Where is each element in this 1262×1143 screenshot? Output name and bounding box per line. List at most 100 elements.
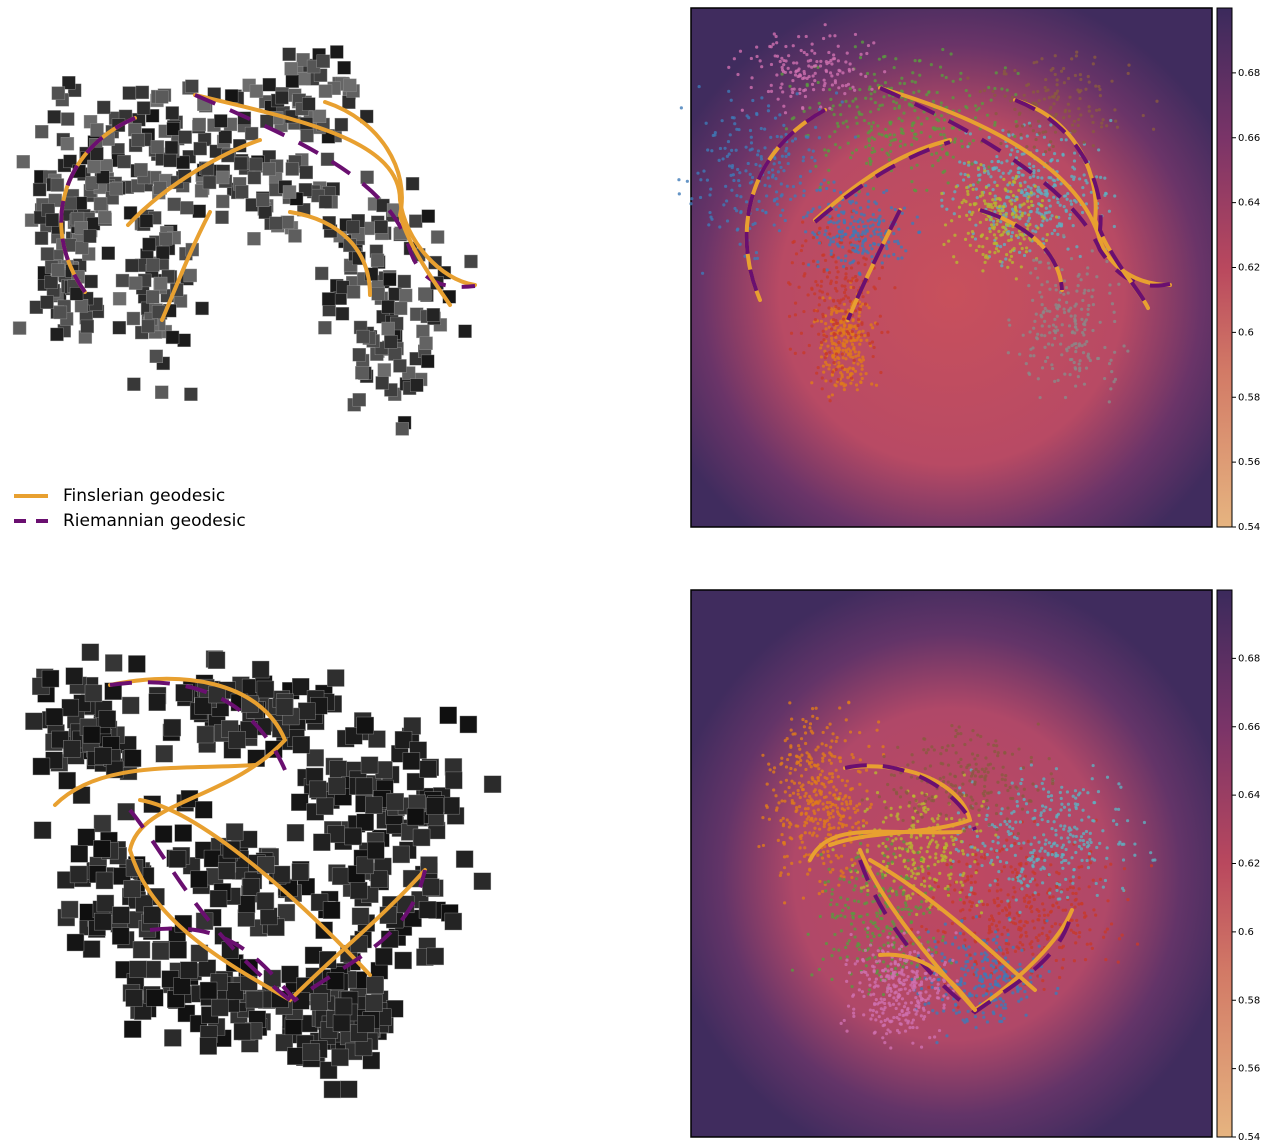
point: [973, 116, 978, 120]
point: [848, 299, 852, 303]
point: [1040, 176, 1044, 180]
point: [821, 88, 826, 92]
point: [748, 172, 752, 176]
point: [834, 384, 838, 388]
point: [786, 66, 790, 70]
point: [1034, 266, 1038, 271]
point: [863, 183, 868, 188]
point: [847, 352, 851, 356]
point: [1077, 865, 1081, 869]
point: [1060, 353, 1064, 357]
point: [864, 96, 868, 100]
point: [1028, 222, 1032, 227]
point: [987, 889, 992, 893]
point: [973, 237, 978, 241]
thumbnail: [285, 74, 300, 88]
point: [996, 841, 1000, 845]
point: [969, 956, 973, 961]
point: [824, 889, 828, 893]
point: [802, 309, 806, 314]
point: [826, 235, 830, 239]
thumbnail: [139, 214, 154, 228]
point: [1036, 226, 1040, 230]
thumbnail: [163, 153, 177, 168]
point: [1055, 78, 1059, 82]
point: [772, 162, 776, 166]
point: [942, 126, 946, 130]
point: [815, 59, 819, 64]
point: [1015, 124, 1019, 128]
point: [840, 231, 844, 235]
point: [822, 370, 826, 374]
thumbnail: [412, 828, 431, 847]
point: [1091, 878, 1095, 882]
point: [846, 897, 850, 901]
point: [1011, 895, 1015, 899]
point: [1096, 789, 1101, 794]
point: [744, 145, 748, 149]
thumbnail: [262, 77, 277, 92]
thumbnail: [115, 273, 130, 288]
point: [977, 173, 981, 177]
point: [1004, 938, 1009, 943]
point: [940, 204, 944, 208]
point: [865, 161, 869, 166]
point: [943, 930, 947, 935]
thumbnail: [44, 275, 58, 289]
thumbnail: [61, 112, 75, 126]
point: [858, 88, 862, 92]
point: [1072, 930, 1076, 934]
point: [958, 160, 962, 164]
point: [851, 67, 855, 71]
point: [824, 68, 828, 72]
point: [898, 139, 903, 143]
point: [850, 243, 854, 247]
point: [1040, 333, 1044, 337]
point: [826, 849, 830, 853]
point: [1027, 284, 1031, 288]
point: [811, 149, 815, 153]
point: [809, 800, 813, 804]
point: [852, 347, 856, 351]
point: [1059, 890, 1063, 894]
point: [858, 730, 862, 735]
point: [1044, 805, 1048, 809]
point: [860, 244, 865, 248]
point: [835, 289, 839, 293]
point: [802, 109, 806, 114]
point: [883, 873, 887, 877]
point: [1068, 373, 1072, 377]
point: [959, 880, 963, 884]
point: [930, 948, 934, 952]
thumbnail: [112, 292, 127, 306]
point: [992, 1012, 996, 1016]
point: [856, 336, 860, 340]
thumbnail: [165, 106, 180, 120]
point: [894, 855, 898, 859]
point: [1083, 288, 1087, 292]
point: [1084, 178, 1088, 183]
point: [828, 800, 832, 805]
point: [832, 299, 836, 303]
point: [990, 823, 994, 827]
point: [1084, 829, 1089, 834]
point: [839, 238, 844, 242]
point: [790, 799, 794, 803]
thumbnail: [12, 321, 27, 335]
point: [1085, 858, 1089, 863]
thumbnail: [315, 266, 329, 281]
point: [828, 135, 832, 139]
thumbnail: [123, 1020, 142, 1038]
point: [1002, 925, 1006, 930]
point: [1077, 362, 1081, 366]
point: [817, 891, 821, 896]
point: [1050, 343, 1055, 347]
point: [853, 927, 857, 931]
thumbnail: [165, 330, 180, 345]
point: [977, 984, 981, 988]
point: [887, 240, 891, 244]
point: [1059, 836, 1063, 840]
point: [1079, 835, 1084, 839]
point: [798, 747, 802, 751]
point: [1037, 914, 1041, 918]
